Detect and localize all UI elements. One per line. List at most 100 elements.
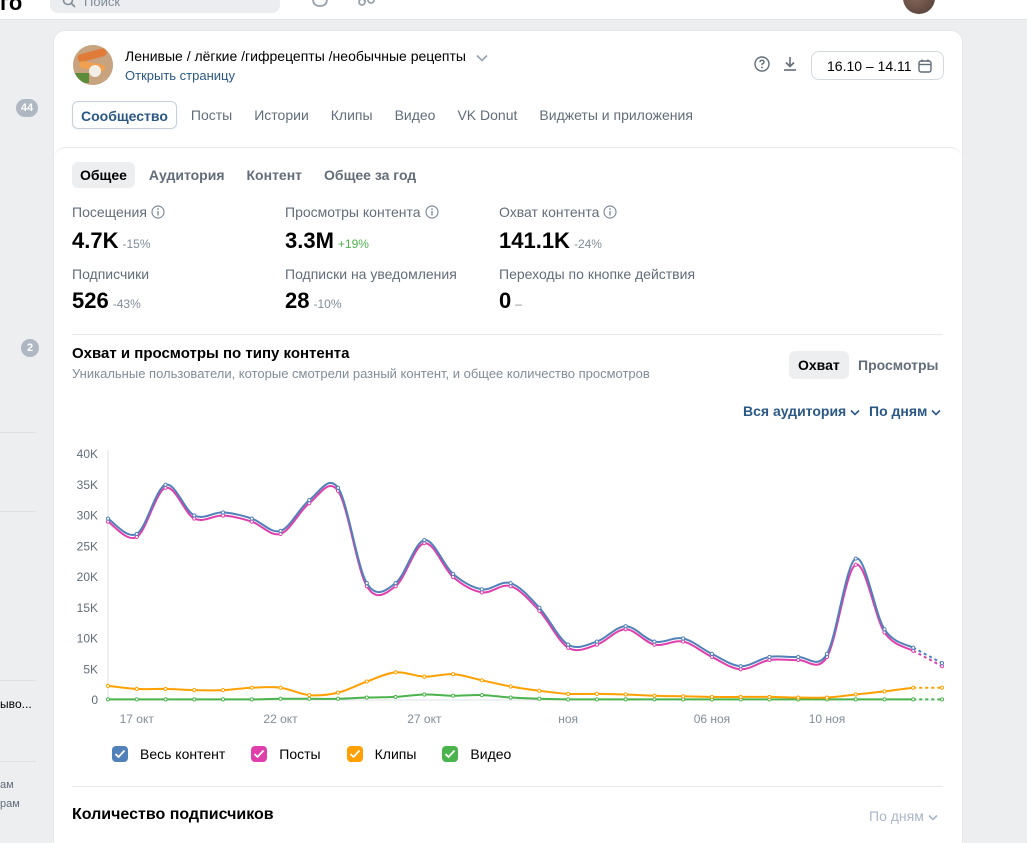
tab-stories[interactable]: Истории: [254, 107, 309, 123]
data-point: [709, 694, 715, 700]
toggle-views[interactable]: Просмотры: [858, 357, 939, 373]
subtab-content[interactable]: Контент: [246, 167, 303, 183]
divider: [72, 786, 943, 787]
data-point: [652, 697, 657, 702]
reach-chart[interactable]: 0 5K 10K 15K 20K 25K 30K 35K 40K 17 окт 22 окт 27 о…: [54, 444, 962, 736]
download-icon[interactable]: [782, 55, 798, 78]
info-icon[interactable]: [424, 205, 439, 222]
search-input[interactable]: Поиск: [50, 0, 280, 13]
data-point: [652, 639, 657, 644]
series-line-forecast: [912, 649, 943, 668]
data-point: [882, 697, 887, 702]
community-name[interactable]: Ленивые / лёгкие /гифрецепты /необычные …: [125, 48, 488, 65]
legend-item-all[interactable]: Весь контент: [112, 746, 225, 762]
data-point: [911, 645, 916, 650]
checkbox-icon[interactable]: [112, 746, 128, 762]
date-range-picker[interactable]: 16.10 – 14.11: [811, 51, 944, 80]
data-point: [566, 642, 571, 647]
tab-widgets[interactable]: Виджеты и приложения: [539, 107, 693, 123]
subscribers-section-title: Количество подписчиков: [72, 806, 274, 823]
chevron-down-icon[interactable]: [476, 49, 488, 65]
data-point: [105, 683, 111, 688]
data-point: [393, 581, 398, 586]
stat-notifications: Подписки на уведомления 28 -10%: [285, 266, 457, 314]
data-point: [824, 695, 830, 700]
music-icon[interactable]: [357, 0, 377, 14]
stat-value: 0: [499, 288, 512, 313]
data-point: [249, 697, 254, 702]
calendar-icon: [918, 59, 932, 76]
chart-legend: Весь контент Посты Клипы Видео: [112, 746, 537, 762]
data-point: [105, 516, 111, 521]
data-point: [220, 688, 226, 693]
bell-icon[interactable]: [310, 0, 330, 14]
audience-filter[interactable]: Вся аудитория: [743, 403, 860, 419]
checkbox-icon[interactable]: [346, 746, 363, 762]
y-tick-label: 25K: [77, 539, 98, 553]
y-tick-label: 5K: [83, 662, 98, 676]
x-tick-label: 17 окт: [120, 712, 155, 726]
data-point: [853, 692, 858, 697]
data-point: [939, 661, 945, 666]
data-point: [566, 697, 571, 702]
tab-vk-donut[interactable]: VK Donut: [457, 107, 518, 123]
data-point: [335, 696, 341, 701]
x-tick-label: 10 ноя: [809, 712, 845, 726]
legend-item-video[interactable]: Видео: [442, 746, 511, 762]
data-point: [681, 636, 686, 641]
legend-item-clips[interactable]: Клипы: [346, 746, 416, 762]
open-page-link[interactable]: Открыть страницу: [125, 68, 235, 83]
stat-change: -24%: [573, 237, 602, 251]
y-tick-label: 10K: [77, 632, 98, 646]
data-point: [393, 670, 398, 675]
subtab-audience[interactable]: Аудитория: [148, 167, 225, 183]
checkbox-icon[interactable]: [251, 746, 268, 762]
sidebar-footer-link[interactable]: ам: [0, 779, 14, 791]
data-point: [939, 697, 945, 702]
subtab-year[interactable]: Общее за год: [324, 167, 417, 183]
checkbox-icon[interactable]: [442, 746, 459, 762]
section-subtitle: Уникальные пользователи, которые смотрел…: [72, 366, 650, 381]
data-point: [767, 654, 772, 660]
stat-label: Посещения: [72, 204, 147, 220]
tab-posts[interactable]: Посты: [190, 107, 233, 123]
sidebar-footer-link[interactable]: рам: [0, 798, 20, 810]
info-icon[interactable]: [603, 205, 618, 222]
sidebar-divider: [0, 680, 36, 681]
top-header: го Поиск: [0, 0, 1027, 20]
data-point: [134, 686, 139, 692]
subtab-general[interactable]: Общее: [72, 162, 135, 188]
community-avatar[interactable]: [73, 45, 113, 85]
data-point: [307, 498, 312, 503]
tab-clips[interactable]: Клипы: [330, 107, 373, 123]
sidebar-item[interactable]: ывo...: [0, 697, 32, 711]
data-point: [364, 695, 369, 700]
period-filter-label: По дням: [869, 403, 928, 419]
tab-community[interactable]: Сообщество: [72, 101, 177, 129]
data-point: [508, 695, 513, 700]
legend-item-posts[interactable]: Посты: [251, 746, 321, 762]
subscribers-period-filter[interactable]: По дням: [869, 808, 938, 824]
stat-content-reach: Охват контента 141.1K -24%: [499, 204, 618, 254]
help-icon[interactable]: [754, 56, 770, 77]
data-point: [738, 664, 743, 669]
legend-label: Видео: [470, 746, 512, 762]
data-point: [451, 693, 456, 698]
series-line: [107, 481, 914, 668]
date-range-text: 16.10 – 14.11: [827, 58, 912, 74]
chart-lines: [105, 481, 945, 702]
tab-video[interactable]: Видео: [394, 107, 436, 123]
data-point: [594, 697, 599, 702]
data-point: [767, 694, 772, 700]
toggle-reach[interactable]: Охват: [789, 351, 849, 379]
y-tick-label: 0: [91, 693, 98, 707]
info-icon[interactable]: [151, 205, 165, 222]
data-point: [709, 651, 715, 656]
series-line-forecast: [912, 646, 943, 664]
data-point: [796, 695, 801, 700]
user-avatar[interactable]: [903, 0, 935, 14]
data-point: [853, 562, 858, 567]
period-filter[interactable]: По дням: [869, 403, 941, 419]
vk-logo-fragment[interactable]: го: [0, 0, 23, 15]
y-tick-label: 30K: [77, 509, 98, 523]
